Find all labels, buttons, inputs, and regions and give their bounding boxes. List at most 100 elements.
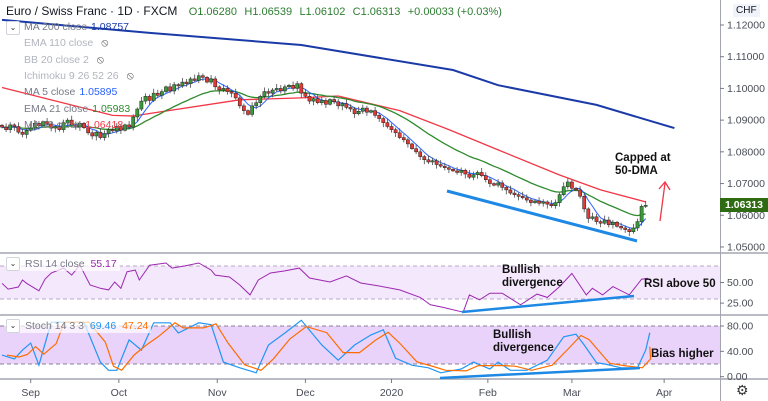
candle-body — [365, 107, 369, 113]
stoch-label[interactable]: Stoch 14 3 3 — [25, 319, 84, 332]
rsi-label[interactable]: RSI 14 close — [25, 257, 85, 270]
indicator-legend-item[interactable]: EMA 110 close ⦸ — [24, 37, 108, 50]
candle — [598, 219, 603, 228]
candle-body — [520, 195, 525, 199]
symbol-title[interactable]: Euro / Swiss Franc · 1D · FXCM — [6, 4, 178, 18]
candle — [233, 88, 238, 100]
chevron-down-icon[interactable]: ⌄ — [6, 257, 20, 271]
indicator-legend-item[interactable]: BB 20 close 2 ⦸ — [24, 54, 104, 67]
annotation-rsi-above-50: RSI above 50 — [644, 278, 716, 290]
candle-body — [143, 96, 148, 102]
candle-body — [283, 86, 287, 92]
candle — [623, 225, 628, 233]
candle — [287, 83, 291, 89]
candle-body — [61, 122, 66, 130]
indicator-value: 1.08757 — [91, 21, 130, 33]
candle-body — [377, 115, 382, 119]
candle — [385, 118, 390, 129]
candle — [602, 215, 607, 225]
candle — [315, 94, 320, 105]
candle-body — [315, 98, 320, 103]
indicator-label: MA 50 close — [24, 118, 82, 131]
candle — [147, 94, 152, 105]
candle — [123, 123, 127, 132]
candle — [82, 122, 86, 130]
candle — [262, 87, 267, 99]
candle-body — [459, 169, 464, 173]
candle-body — [360, 107, 365, 112]
candle-body — [287, 84, 291, 88]
candle — [192, 74, 197, 83]
candle — [463, 168, 468, 179]
candle-body — [598, 221, 603, 224]
indicator-label: MA 200 close — [24, 21, 88, 33]
annotation-rsi-divergence: Bullish divergence — [502, 264, 563, 289]
candle — [180, 77, 185, 88]
chevron-down-icon[interactable]: ⌄ — [6, 21, 20, 35]
candle — [229, 89, 234, 98]
candle — [570, 179, 574, 193]
indicator-legend-item[interactable]: MA 200 close 1.08757 — [24, 21, 129, 33]
candle — [418, 149, 423, 160]
candle-body — [479, 172, 484, 176]
candle-body — [41, 121, 45, 127]
candle-body — [565, 181, 570, 187]
candle — [53, 124, 58, 133]
eye-crossed-icon[interactable]: ⦸ — [126, 69, 134, 82]
candle — [278, 85, 283, 94]
candle-body — [623, 227, 628, 230]
time-tick-label: Feb — [479, 387, 497, 399]
candle-body — [110, 129, 115, 132]
arrow-up-icon — [659, 182, 666, 222]
candle — [401, 134, 406, 143]
candle-body — [418, 151, 423, 157]
indicator-legend-item[interactable]: EMA 21 close 1.05983 — [24, 103, 130, 115]
candle — [86, 124, 90, 136]
candle — [78, 120, 82, 131]
indicator-value: 1.05895 — [79, 86, 118, 99]
candle-body — [631, 227, 636, 232]
candle — [365, 105, 369, 116]
candle — [184, 79, 189, 87]
stoch-k-value: 69.46 — [89, 319, 117, 332]
symbol-legend: Euro / Swiss Franc · 1D · FXCM O1.06280 … — [6, 4, 502, 18]
stoch-pane — [1, 319, 652, 374]
stoch-divergence-trendline — [439, 366, 641, 380]
candle-body — [291, 84, 295, 89]
candle — [196, 72, 201, 84]
candle — [324, 98, 328, 109]
candle — [504, 185, 509, 195]
candle-body — [90, 132, 95, 137]
time-tick-label: Apr — [656, 387, 673, 399]
ohlc-low: L1.06102 — [299, 6, 346, 18]
indicator-legend-item[interactable]: MA 50 close 1.06418 — [24, 119, 123, 131]
candle-body — [582, 195, 587, 210]
candle — [451, 168, 455, 173]
candle-body — [455, 170, 459, 173]
candle-body — [397, 132, 402, 138]
candle — [561, 182, 566, 197]
candle — [574, 187, 578, 192]
currency-label[interactable]: CHF — [733, 4, 760, 17]
candle-body — [229, 91, 234, 94]
candle — [176, 82, 181, 91]
eye-crossed-icon[interactable]: ⦸ — [101, 37, 109, 50]
candle — [168, 83, 172, 94]
axis-tick-label: 1.08000 — [727, 146, 765, 158]
candle — [373, 106, 377, 118]
axis-tick-label: 50.00 — [727, 277, 753, 289]
candle — [311, 96, 316, 106]
gear-icon[interactable]: ⚙ — [736, 382, 749, 398]
indicator-legend-item[interactable]: MA 5 close 1.05895 — [24, 86, 117, 98]
ma5-line — [1, 78, 647, 230]
candle — [172, 81, 177, 95]
candle-body — [496, 182, 500, 186]
indicator-legend-item[interactable]: Ichimoku 9 26 52 26 ⦸ — [24, 70, 134, 83]
candle-body — [426, 159, 431, 163]
axis-tick-label: 0.00 — [727, 371, 748, 383]
candle — [143, 93, 148, 105]
chevron-down-icon[interactable]: ⌄ — [6, 319, 20, 333]
candle — [24, 128, 29, 139]
eye-crossed-icon[interactable]: ⦸ — [96, 53, 104, 66]
